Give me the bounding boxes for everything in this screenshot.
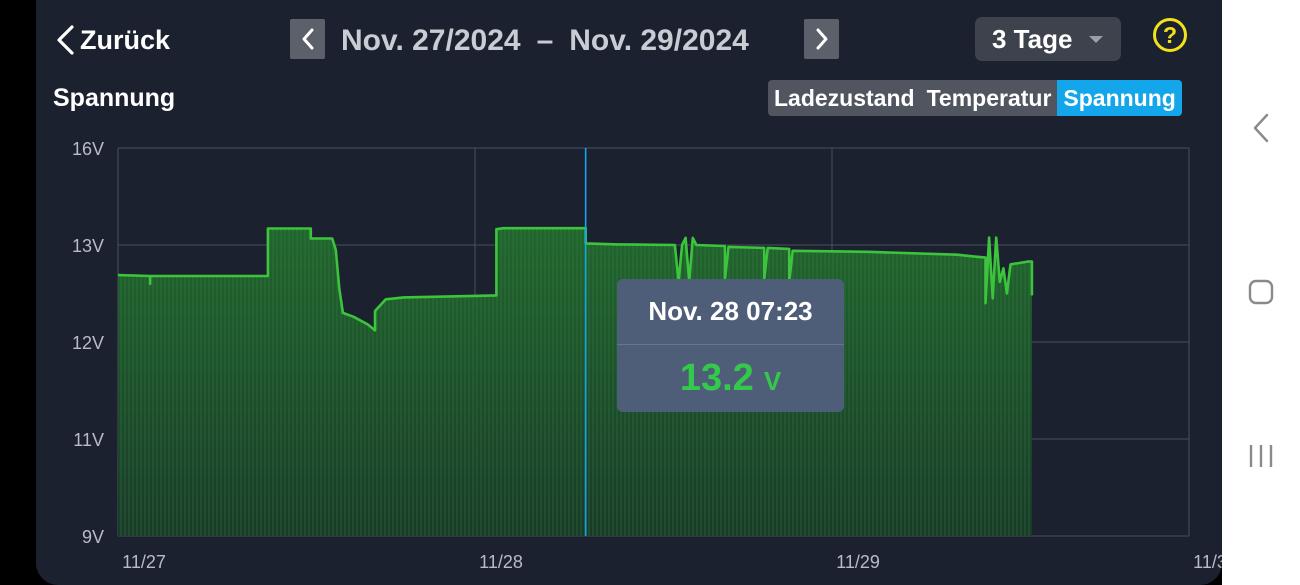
system-back-button[interactable]: [1222, 112, 1300, 149]
home-square-icon: [1248, 279, 1274, 305]
y-tick-label: 16V: [72, 139, 104, 159]
system-recents-button[interactable]: [1222, 442, 1300, 475]
y-tick-label: 12V: [72, 333, 104, 353]
y-tick-label: 13V: [72, 236, 104, 256]
date-range: Nov. 27/2024 – Nov. 29/2024: [341, 20, 749, 62]
battery-app: Zurück Nov. 27/2024 – Nov. 29/2024 3 Tag…: [36, 0, 1222, 585]
recents-icon: [1249, 445, 1273, 467]
chevron-left-icon: [57, 25, 74, 55]
x-tick-label: 11/28: [479, 552, 523, 572]
tooltip-value: 13.2 V: [617, 345, 844, 412]
system-home-button[interactable]: [1222, 278, 1300, 311]
value-tooltip: Nov. 28 07:23 13.2 V: [617, 279, 844, 412]
x-tick-label: 11/29: [836, 552, 880, 572]
period-label: 3 Tage: [992, 23, 1073, 54]
y-tick-label: 11V: [73, 430, 104, 450]
back-label: Zurück: [80, 24, 171, 55]
voltage-series-line: [117, 226, 1034, 332]
metric-tabs: Ladezustand Temperatur Spannung: [768, 80, 1182, 116]
range-separator: –: [536, 24, 554, 57]
back-button[interactable]: Zurück: [52, 18, 170, 62]
prev-range-button[interactable]: [290, 19, 325, 59]
chevron-left-icon: [1253, 113, 1269, 143]
question-icon: ?: [1162, 21, 1178, 48]
help-button[interactable]: ?: [1153, 18, 1187, 52]
page-title: Spannung: [53, 84, 176, 112]
tab-spannung[interactable]: Spannung: [1057, 80, 1182, 116]
range-start: Nov. 27/2024: [341, 24, 521, 57]
y-tick-label: 9V: [82, 527, 104, 547]
tab-ladezustand[interactable]: Ladezustand: [774, 84, 915, 111]
chevron-left-icon: [302, 28, 313, 50]
tooltip-unit: V: [763, 366, 782, 396]
caret-down-icon: [1089, 36, 1103, 43]
tab-temperatur[interactable]: Temperatur: [926, 84, 1052, 111]
system-nav-bar: [1222, 0, 1300, 585]
range-end: Nov. 29/2024: [569, 24, 749, 57]
voltage-area-hatch: [118, 228, 1032, 536]
period-dropdown[interactable]: 3 Tage: [975, 17, 1121, 61]
x-tick-label: 11/30: [1193, 552, 1222, 572]
chevron-right-icon: [816, 28, 827, 50]
x-tick-label: 11/27: [122, 552, 166, 572]
tooltip-value-number: 13.2: [679, 357, 754, 399]
next-range-button[interactable]: [804, 19, 839, 59]
tooltip-time: Nov. 28 07:23: [617, 279, 844, 345]
